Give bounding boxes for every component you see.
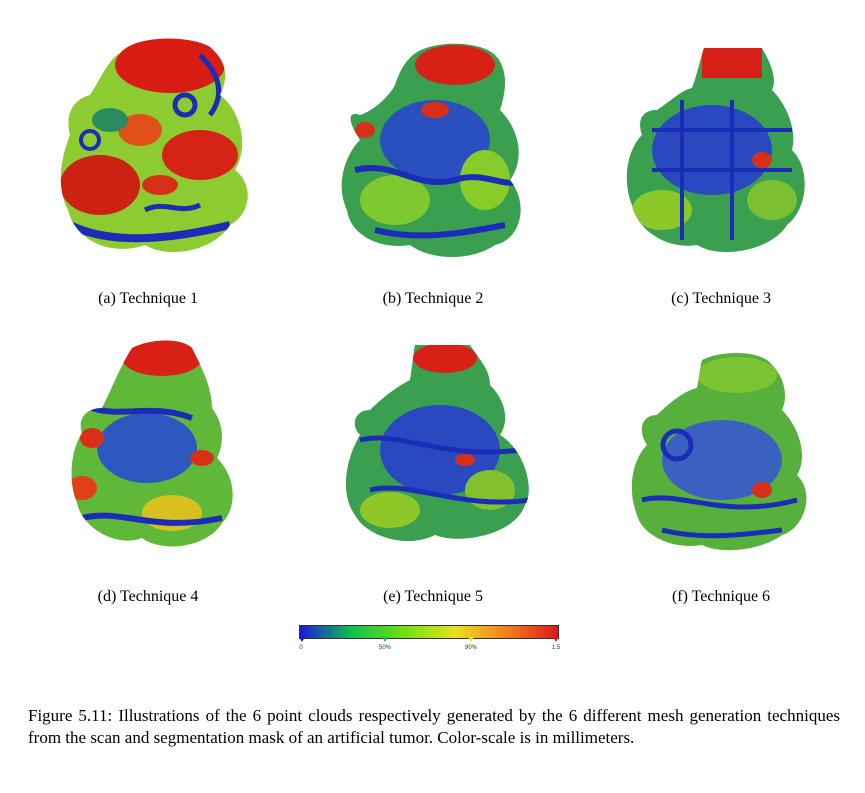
point-cloud-image-d <box>62 338 252 558</box>
color-scale-gradient <box>299 625 559 639</box>
subcaption-e: (e) Technique 5 <box>383 588 483 605</box>
color-scale-marker-90 <box>468 637 474 642</box>
point-cloud-image-e <box>340 340 540 555</box>
point-cloud-image-b <box>335 40 535 265</box>
color-scale-marker-50 <box>382 637 388 642</box>
color-scale-tick-50: 50% <box>378 645 392 651</box>
color-scale-marker-max <box>553 637 559 642</box>
color-scale-marker-0 <box>299 637 305 642</box>
subcaption-d: (d) Technique 4 <box>97 588 199 605</box>
figure-caption: Figure 5.11: Illustrations of the 6 poin… <box>28 706 840 747</box>
color-scale-tick-90: 90% <box>464 645 478 651</box>
subcaption-c: (c) Technique 3 <box>671 290 771 307</box>
point-cloud-image-f <box>622 350 822 555</box>
color-scale-bar: 0 50% 90% 1.5 <box>299 623 561 657</box>
subcaption-f: (f) Technique 6 <box>671 588 771 605</box>
color-scale-tick-0: 0 <box>299 645 303 651</box>
subcaption-b: (b) Technique 2 <box>382 290 484 307</box>
color-scale-tick-max: 1.5 <box>551 645 561 651</box>
point-cloud-image-a <box>50 35 260 265</box>
point-cloud-image-c <box>622 40 822 265</box>
subcaption-a: (a) Technique 1 <box>98 290 198 307</box>
